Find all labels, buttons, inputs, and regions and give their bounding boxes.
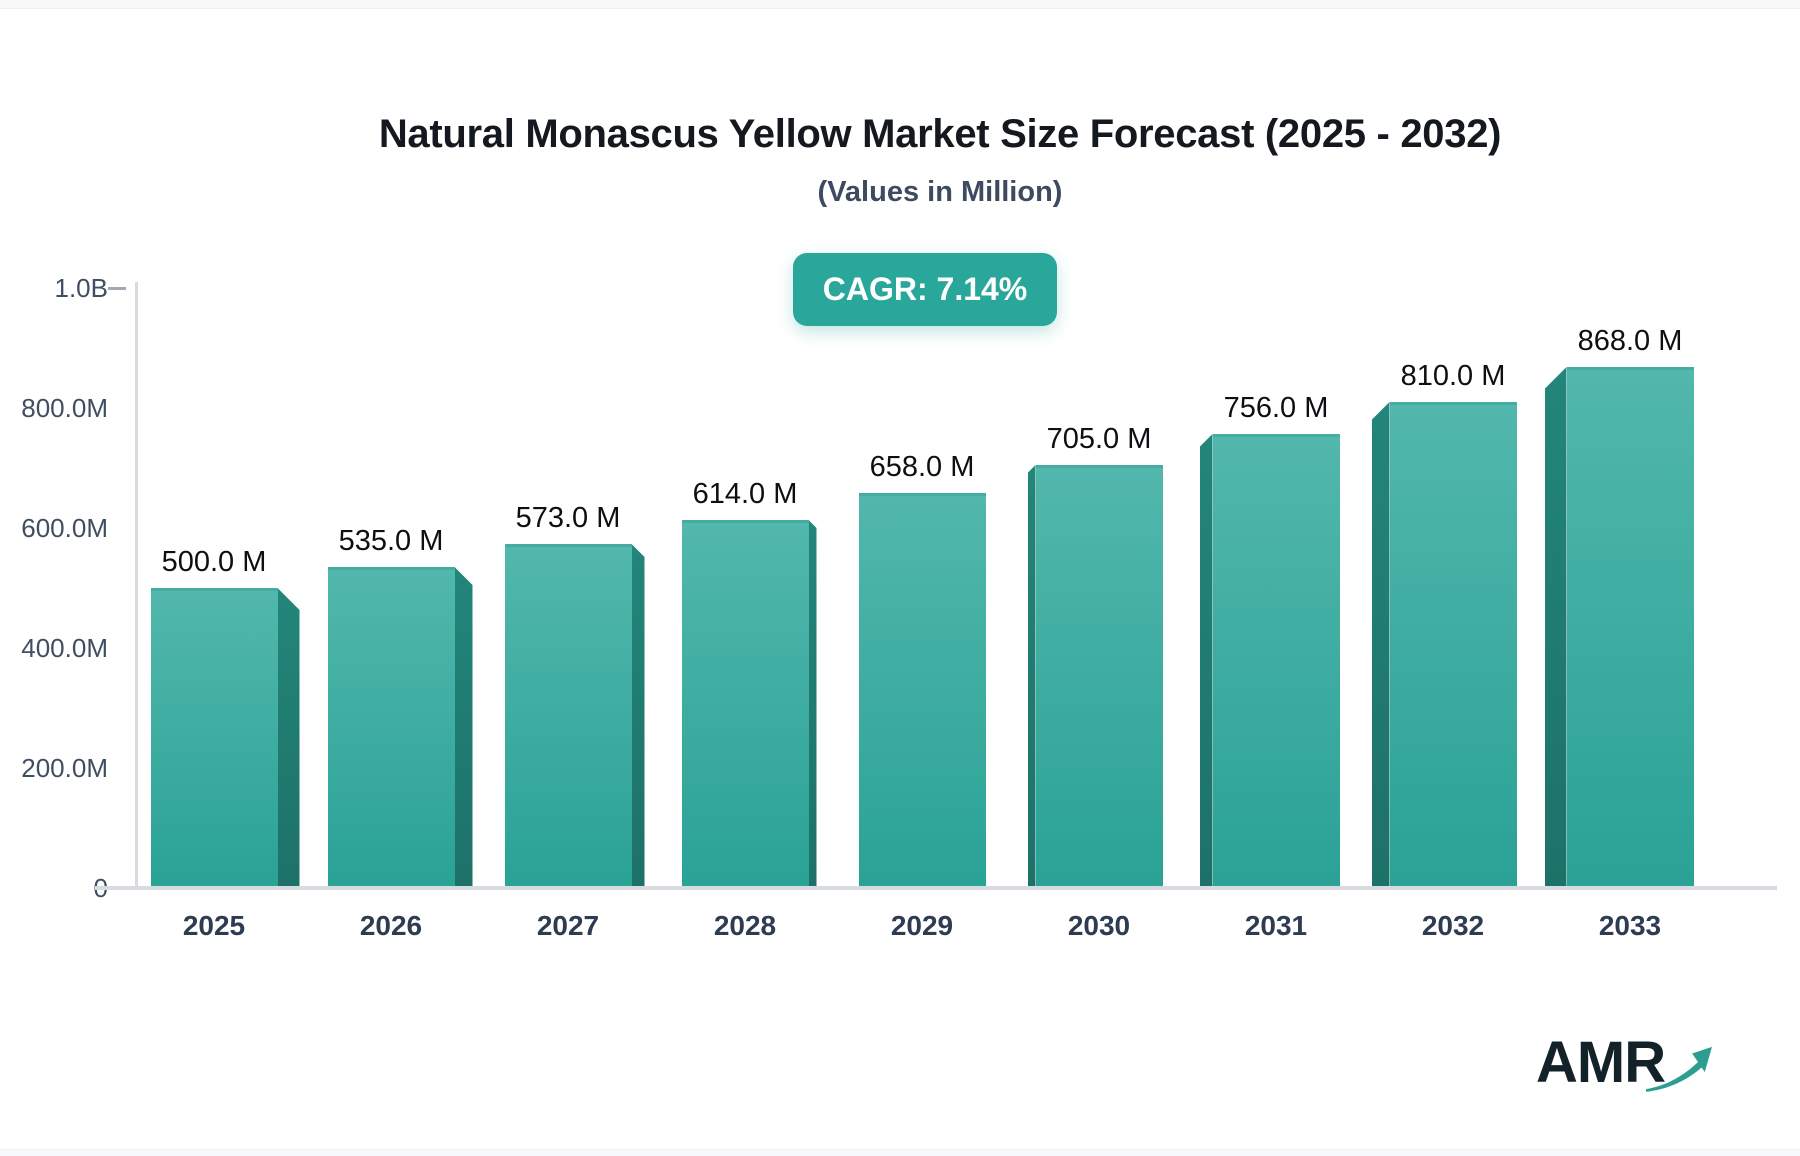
y-axis-label: 1.0B — [54, 273, 109, 303]
bar-value-label: 810.0 M — [1400, 360, 1506, 392]
bar-2031 — [1199, 434, 1340, 888]
bar-side-face — [1371, 402, 1390, 888]
x-axis-label: 2033 — [1598, 910, 1662, 941]
y-axis-label: 800.0M — [21, 393, 108, 423]
bar-value-label: 705.0 M — [1046, 423, 1152, 455]
y-axis-label: 0 — [0, 875, 108, 901]
y-axis-line — [135, 282, 138, 890]
x-axis-label: 2025 — [182, 910, 246, 941]
bar-front-face — [327, 567, 455, 888]
bar-side-face — [1544, 367, 1567, 888]
y-axis-label: 200.0M — [21, 753, 108, 783]
bar-2027 — [504, 544, 645, 888]
bar-2030 — [1027, 465, 1163, 888]
y-axis-tick — [108, 287, 126, 290]
chart-subtitle: (Values in Million) — [817, 176, 1063, 208]
y-axis-label: 600.0M — [21, 513, 108, 543]
bar-front-face — [150, 588, 278, 888]
bar-front-face — [1035, 465, 1163, 888]
amr-logo: AMR — [1536, 1034, 1716, 1104]
bar-side-face — [277, 588, 300, 888]
chart-title: Natural Monascus Yellow Market Size Fore… — [378, 112, 1502, 156]
bar-value-label: 658.0 M — [869, 451, 975, 483]
bar-2029 — [858, 493, 986, 888]
top-edge-strip — [0, 0, 1800, 9]
bar-front-face — [504, 544, 632, 888]
bar-side-face — [1199, 434, 1213, 888]
bar-value-label: 500.0 M — [161, 546, 267, 578]
bar-value-label: 535.0 M — [338, 525, 444, 557]
growth-arrow-icon — [1646, 1046, 1712, 1092]
bar-2025 — [150, 588, 300, 888]
bar-side-face — [454, 567, 473, 888]
bar-value-label: 868.0 M — [1577, 325, 1683, 357]
y-axis-label: 400.0M — [21, 633, 108, 663]
cagr-badge-label: CAGR: 7.14% — [822, 271, 1028, 307]
bar-front-face — [681, 520, 809, 888]
x-axis-label: 2029 — [890, 910, 954, 941]
bar-side-face — [631, 544, 645, 888]
bar-front-face — [1566, 367, 1694, 888]
bar-side-face — [808, 520, 817, 888]
cagr-badge: CAGR: 7.14% — [793, 253, 1057, 326]
bar-2033 — [1544, 367, 1694, 888]
x-axis-label: 2028 — [713, 910, 777, 941]
bar-value-label: 614.0 M — [692, 478, 798, 510]
x-axis-baseline — [95, 886, 1777, 890]
bar-2032 — [1371, 402, 1517, 888]
x-axis-label: 2030 — [1067, 910, 1131, 941]
x-axis-label: 2027 — [536, 910, 600, 941]
bar-front-face — [1212, 434, 1340, 888]
bar-side-face — [1027, 465, 1036, 888]
amr-logo-text: AMR — [1536, 1030, 1666, 1095]
bar-2028 — [681, 520, 817, 888]
bar-front-face — [1389, 402, 1517, 888]
bar-front-face — [858, 493, 986, 888]
bottom-edge-strip — [0, 1149, 1800, 1156]
bar-value-label: 756.0 M — [1223, 392, 1329, 424]
x-axis-label: 2026 — [359, 910, 423, 941]
x-axis-label: 2032 — [1421, 910, 1485, 941]
x-axis-label: 2031 — [1244, 910, 1308, 941]
bar-2026 — [327, 567, 473, 888]
bar-value-label: 573.0 M — [515, 502, 621, 534]
